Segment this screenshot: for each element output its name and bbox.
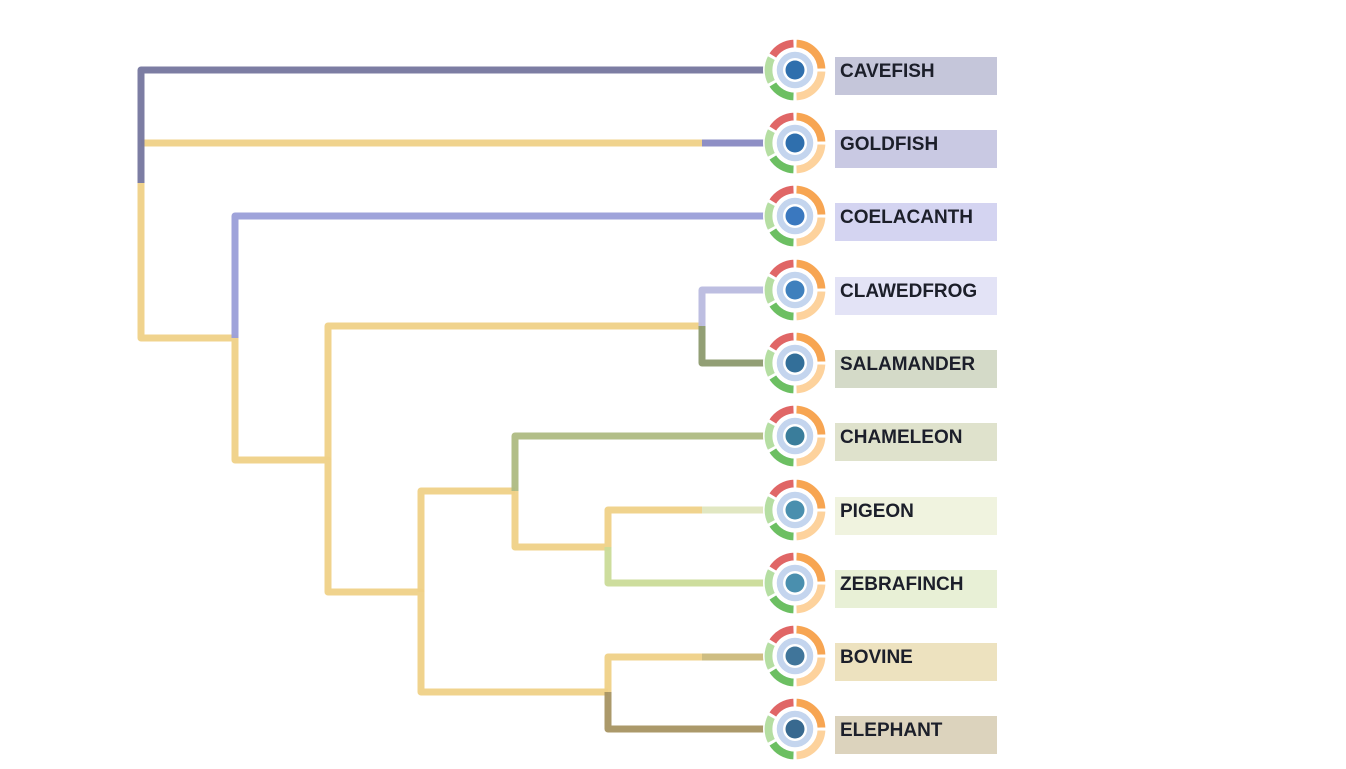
leaf-node-dot[interactable] (785, 646, 805, 666)
leaf-label-box-coelacanth (835, 203, 997, 241)
ring-segment-orange (795, 258, 827, 290)
leaf-node-dot[interactable] (785, 353, 805, 373)
ring-segment-light-green (763, 640, 777, 672)
ring-segment-green (767, 739, 795, 761)
ring-segment-peach (795, 216, 827, 248)
ring-segment-red (767, 38, 795, 60)
ring-segment-green (767, 80, 795, 102)
leaf-label-box-cavefish (835, 57, 997, 95)
ring-segment-orange (795, 404, 827, 436)
ring-segment-orange (795, 331, 827, 363)
leaf-node-dot[interactable] (785, 206, 805, 226)
ring-segment-peach (795, 583, 827, 615)
leaf-label-box-goldfish (835, 130, 997, 168)
ring-segment-light-green (763, 127, 777, 159)
leaf-label-goldfish[interactable]: GOLDFISH (840, 134, 938, 155)
leaf-label-box-zebrafinch (835, 570, 997, 608)
leaf-label-cavefish[interactable]: CAVEFISH (840, 61, 935, 82)
leaf-node-dot[interactable] (785, 719, 805, 739)
leaf-labels: CAVEFISH GOLDFISH COELACANTH CLAWEDFROG SALA… (835, 57, 997, 754)
ring-segment-peach (795, 70, 827, 102)
ring-segment-orange (795, 697, 827, 729)
ring-segment-red (767, 111, 795, 133)
ring-segment-red (767, 697, 795, 719)
branch-coelacanth (231, 212, 795, 338)
ring-segment-red (767, 258, 795, 280)
internal-branch-birds (511, 491, 702, 551)
leaf-label-clawedfrog[interactable]: CLAWEDFROG (840, 281, 977, 302)
ring-segment-peach (795, 656, 827, 688)
ring-segment-light-green (763, 420, 777, 452)
ring-segment-orange (795, 184, 827, 216)
leaf-label-box-pigeon (835, 497, 997, 535)
ring-segment-orange (795, 38, 827, 70)
leaf-nodes (763, 38, 827, 761)
leaf-node-dot[interactable] (785, 426, 805, 446)
ring-segment-green (767, 153, 795, 175)
ring-segment-orange (795, 478, 827, 510)
ring-segment-orange (795, 551, 827, 583)
ring-segment-light-green (763, 347, 777, 379)
ring-segment-orange (795, 111, 827, 143)
ring-segment-peach (795, 436, 827, 468)
ring-segment-green (767, 446, 795, 468)
leaf-node-dot[interactable] (785, 280, 805, 300)
leaf-label-salamander[interactable]: SALAMANDER (840, 354, 975, 375)
ring-segment-green (767, 520, 795, 542)
ring-segment-peach (795, 363, 827, 395)
ring-segment-red (767, 624, 795, 646)
leaf-label-box-chameleon (835, 423, 997, 461)
ring-segment-orange (795, 624, 827, 656)
internal-branch-sauropsids (417, 487, 515, 592)
leaf-label-chameleon[interactable]: CHAMELEON (840, 427, 962, 448)
ring-segment-light-green (763, 494, 777, 526)
leaf-label-box-bovine (835, 643, 997, 681)
leaf-node-dot[interactable] (785, 133, 805, 153)
ring-segment-red (767, 184, 795, 206)
leaf-label-pigeon[interactable]: PIGEON (840, 501, 914, 522)
leaf-label-box-salamander (835, 350, 997, 388)
ring-segment-light-green (763, 200, 777, 232)
ring-segment-peach (795, 143, 827, 175)
ring-segment-red (767, 404, 795, 426)
leaf-label-elephant[interactable]: ELEPHANT (840, 720, 943, 741)
ring-segment-light-green (763, 713, 777, 745)
ring-segment-red (767, 551, 795, 573)
leaf-node-dot[interactable] (785, 573, 805, 593)
ring-segment-peach (795, 729, 827, 761)
ring-segment-green (767, 593, 795, 615)
branch-zebrafinch (604, 547, 795, 587)
ring-segment-light-green (763, 567, 777, 599)
leaf-label-zebrafinch[interactable]: ZEBRAFINCH (840, 574, 964, 595)
leaf-label-coelacanth[interactable]: COELACANTH (840, 207, 973, 228)
ring-segment-peach (795, 290, 827, 322)
branch-chameleon (511, 432, 795, 491)
leaf-label-box-clawedfrog (835, 277, 997, 315)
branch-elephant (604, 692, 795, 733)
ring-segment-red (767, 478, 795, 500)
ring-segment-red (767, 331, 795, 353)
ring-segment-green (767, 373, 795, 395)
ring-segment-green (767, 226, 795, 248)
ring-segment-green (767, 666, 795, 688)
ring-segment-green (767, 300, 795, 322)
ring-segment-peach (795, 510, 827, 542)
leaf-node-dot[interactable] (785, 500, 805, 520)
internal-branch-mammals (604, 653, 702, 692)
leaf-label-box-elephant (835, 716, 997, 754)
branch-cavefish (137, 66, 795, 183)
tree-branches (137, 66, 795, 733)
internal-branch-amphibians (324, 322, 702, 460)
ring-segment-light-green (763, 54, 777, 86)
leaf-node-dot[interactable] (785, 60, 805, 80)
leaf-label-bovine[interactable]: BOVINE (840, 647, 913, 668)
ring-segment-light-green (763, 274, 777, 306)
